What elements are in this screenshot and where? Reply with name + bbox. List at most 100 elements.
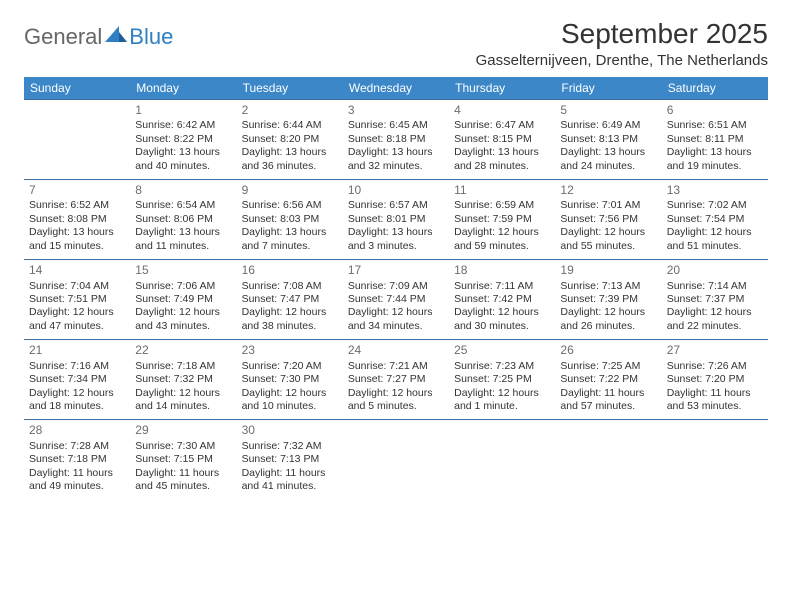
calendar-row: 7Sunrise: 6:52 AMSunset: 8:08 PMDaylight… [24, 180, 768, 260]
daylight-text: Daylight: 13 hours and 7 minutes. [242, 226, 338, 253]
sunrise-text: Sunrise: 7:02 AM [667, 199, 763, 212]
header: General Blue September 2025 Gasselternij… [24, 18, 768, 69]
calendar-cell: 24Sunrise: 7:21 AMSunset: 7:27 PMDayligh… [343, 340, 449, 420]
sunset-text: Sunset: 7:27 PM [348, 373, 444, 386]
calendar-cell: 20Sunrise: 7:14 AMSunset: 7:37 PMDayligh… [662, 260, 768, 340]
sunrise-text: Sunrise: 6:51 AM [667, 119, 763, 132]
calendar-cell: 2Sunrise: 6:44 AMSunset: 8:20 PMDaylight… [237, 100, 343, 180]
calendar-row: 21Sunrise: 7:16 AMSunset: 7:34 PMDayligh… [24, 340, 768, 420]
daylight-text: Daylight: 13 hours and 15 minutes. [29, 226, 125, 253]
daylight-text: Daylight: 12 hours and 22 minutes. [667, 306, 763, 333]
calendar-cell [24, 100, 130, 180]
day-number: 20 [667, 263, 763, 278]
calendar-cell [662, 420, 768, 500]
day-header-row: Sunday Monday Tuesday Wednesday Thursday… [24, 77, 768, 100]
calendar-cell: 9Sunrise: 6:56 AMSunset: 8:03 PMDaylight… [237, 180, 343, 260]
calendar-cell: 14Sunrise: 7:04 AMSunset: 7:51 PMDayligh… [24, 260, 130, 340]
daylight-text: Daylight: 12 hours and 26 minutes. [560, 306, 656, 333]
day-number: 28 [29, 423, 125, 438]
calendar-cell: 29Sunrise: 7:30 AMSunset: 7:15 PMDayligh… [130, 420, 236, 500]
calendar-cell: 13Sunrise: 7:02 AMSunset: 7:54 PMDayligh… [662, 180, 768, 260]
sunrise-text: Sunrise: 7:13 AM [560, 280, 656, 293]
sunset-text: Sunset: 7:49 PM [135, 293, 231, 306]
sunrise-text: Sunrise: 7:18 AM [135, 360, 231, 373]
day-header: Sunday [24, 77, 130, 100]
daylight-text: Daylight: 12 hours and 30 minutes. [454, 306, 550, 333]
calendar-cell: 21Sunrise: 7:16 AMSunset: 7:34 PMDayligh… [24, 340, 130, 420]
daylight-text: Daylight: 11 hours and 57 minutes. [560, 387, 656, 414]
calendar-row: 28Sunrise: 7:28 AMSunset: 7:18 PMDayligh… [24, 420, 768, 500]
daylight-text: Daylight: 12 hours and 38 minutes. [242, 306, 338, 333]
calendar-cell: 17Sunrise: 7:09 AMSunset: 7:44 PMDayligh… [343, 260, 449, 340]
sunset-text: Sunset: 8:22 PM [135, 133, 231, 146]
sunset-text: Sunset: 7:30 PM [242, 373, 338, 386]
calendar-cell: 11Sunrise: 6:59 AMSunset: 7:59 PMDayligh… [449, 180, 555, 260]
sunrise-text: Sunrise: 7:04 AM [29, 280, 125, 293]
daylight-text: Daylight: 13 hours and 24 minutes. [560, 146, 656, 173]
title-block: September 2025 Gasselternijveen, Drenthe… [476, 18, 768, 69]
calendar-cell: 23Sunrise: 7:20 AMSunset: 7:30 PMDayligh… [237, 340, 343, 420]
day-number: 12 [560, 183, 656, 198]
sunset-text: Sunset: 8:06 PM [135, 213, 231, 226]
sunrise-text: Sunrise: 6:54 AM [135, 199, 231, 212]
daylight-text: Daylight: 11 hours and 49 minutes. [29, 467, 125, 494]
day-number: 29 [135, 423, 231, 438]
calendar-cell [449, 420, 555, 500]
calendar-cell: 15Sunrise: 7:06 AMSunset: 7:49 PMDayligh… [130, 260, 236, 340]
sunset-text: Sunset: 7:22 PM [560, 373, 656, 386]
calendar-cell: 25Sunrise: 7:23 AMSunset: 7:25 PMDayligh… [449, 340, 555, 420]
sunrise-text: Sunrise: 7:21 AM [348, 360, 444, 373]
sunset-text: Sunset: 7:42 PM [454, 293, 550, 306]
day-number: 13 [667, 183, 763, 198]
calendar-table: Sunday Monday Tuesday Wednesday Thursday… [24, 77, 768, 500]
daylight-text: Daylight: 12 hours and 55 minutes. [560, 226, 656, 253]
day-number: 25 [454, 343, 550, 358]
sunset-text: Sunset: 8:18 PM [348, 133, 444, 146]
daylight-text: Daylight: 13 hours and 3 minutes. [348, 226, 444, 253]
sunset-text: Sunset: 7:56 PM [560, 213, 656, 226]
sunset-text: Sunset: 7:39 PM [560, 293, 656, 306]
sunrise-text: Sunrise: 7:01 AM [560, 199, 656, 212]
calendar-page: General Blue September 2025 Gasselternij… [0, 0, 792, 510]
calendar-cell: 19Sunrise: 7:13 AMSunset: 7:39 PMDayligh… [555, 260, 661, 340]
daylight-text: Daylight: 12 hours and 43 minutes. [135, 306, 231, 333]
calendar-cell: 16Sunrise: 7:08 AMSunset: 7:47 PMDayligh… [237, 260, 343, 340]
sunrise-text: Sunrise: 7:32 AM [242, 440, 338, 453]
day-header: Wednesday [343, 77, 449, 100]
daylight-text: Daylight: 13 hours and 36 minutes. [242, 146, 338, 173]
day-number: 7 [29, 183, 125, 198]
sunset-text: Sunset: 7:18 PM [29, 453, 125, 466]
sunrise-text: Sunrise: 6:45 AM [348, 119, 444, 132]
sunrise-text: Sunrise: 7:14 AM [667, 280, 763, 293]
sunset-text: Sunset: 7:20 PM [667, 373, 763, 386]
calendar-cell: 27Sunrise: 7:26 AMSunset: 7:20 PMDayligh… [662, 340, 768, 420]
logo-text-general: General [24, 24, 102, 50]
sunset-text: Sunset: 7:47 PM [242, 293, 338, 306]
sunrise-text: Sunrise: 7:06 AM [135, 280, 231, 293]
day-number: 10 [348, 183, 444, 198]
sunrise-text: Sunrise: 6:52 AM [29, 199, 125, 212]
day-header: Friday [555, 77, 661, 100]
sunrise-text: Sunrise: 7:09 AM [348, 280, 444, 293]
sunset-text: Sunset: 8:15 PM [454, 133, 550, 146]
sunset-text: Sunset: 8:20 PM [242, 133, 338, 146]
day-number: 2 [242, 103, 338, 118]
sunrise-text: Sunrise: 6:56 AM [242, 199, 338, 212]
sunrise-text: Sunrise: 6:59 AM [454, 199, 550, 212]
day-number: 26 [560, 343, 656, 358]
calendar-cell: 22Sunrise: 7:18 AMSunset: 7:32 PMDayligh… [130, 340, 236, 420]
daylight-text: Daylight: 13 hours and 32 minutes. [348, 146, 444, 173]
daylight-text: Daylight: 11 hours and 53 minutes. [667, 387, 763, 414]
calendar-cell: 3Sunrise: 6:45 AMSunset: 8:18 PMDaylight… [343, 100, 449, 180]
sunset-text: Sunset: 8:08 PM [29, 213, 125, 226]
calendar-cell: 28Sunrise: 7:28 AMSunset: 7:18 PMDayligh… [24, 420, 130, 500]
sunrise-text: Sunrise: 6:47 AM [454, 119, 550, 132]
location: Gasselternijveen, Drenthe, The Netherlan… [476, 52, 768, 69]
day-number: 4 [454, 103, 550, 118]
logo-triangle-icon [105, 24, 127, 50]
day-number: 21 [29, 343, 125, 358]
day-header: Saturday [662, 77, 768, 100]
sunrise-text: Sunrise: 7:20 AM [242, 360, 338, 373]
day-number: 5 [560, 103, 656, 118]
month-title: September 2025 [476, 18, 768, 50]
